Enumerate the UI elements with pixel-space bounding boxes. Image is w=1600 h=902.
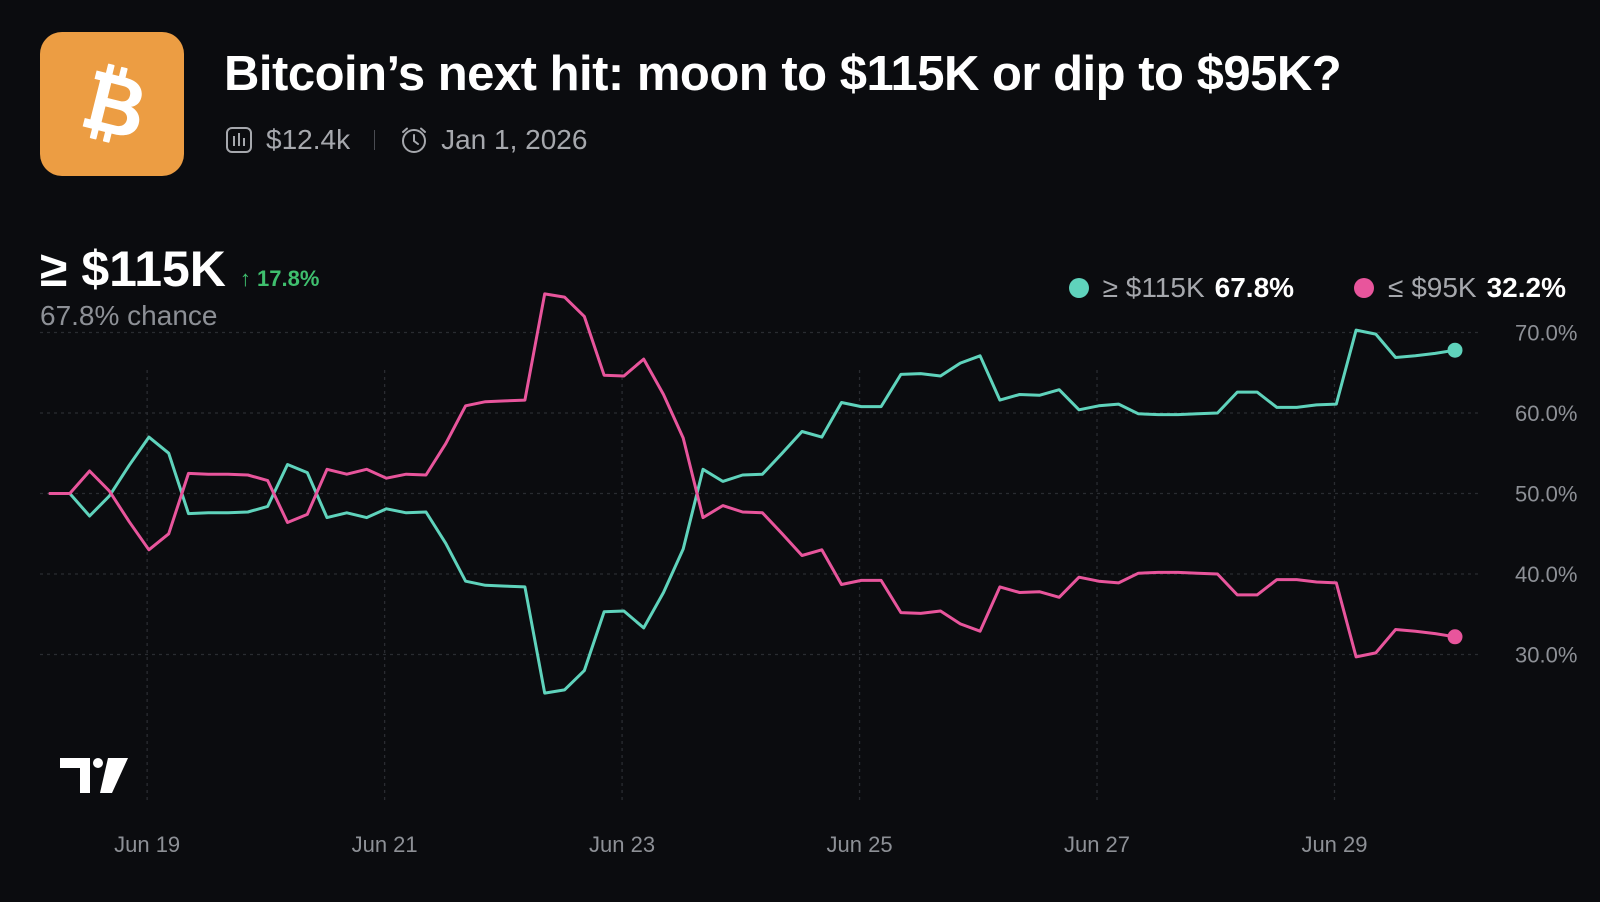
legend-value-below: 32.2% — [1486, 272, 1566, 303]
chance-text: 67.8% chance — [40, 300, 218, 331]
meta-divider — [374, 130, 376, 150]
legend-item-above[interactable]: ≥ $115K 67.8% — [1068, 272, 1295, 304]
chart-legend: ≥ $115K 67.8% ≤ $95K 32.2% — [1068, 272, 1566, 304]
legend-dot-below — [1354, 278, 1375, 298]
series-end-marker[interactable] — [1447, 342, 1463, 358]
x-tick-label: Jun 27 — [1064, 832, 1130, 857]
leading-outcome: ≥ $115K ↑ 17.8% — [40, 240, 319, 298]
bitcoin-logo — [40, 32, 184, 176]
legend-label-above: ≥ $115K — [1102, 272, 1205, 303]
leading-outcome-label: ≥ $115K — [40, 241, 226, 297]
volume-value: $12.4k — [266, 124, 351, 155]
y-tick-label: 50.0% — [1515, 482, 1577, 507]
x-tick-label: Jun 21 — [352, 832, 418, 857]
y-tick-label: 30.0% — [1515, 643, 1577, 668]
x-tick-label: Jun 19 — [114, 832, 180, 857]
legend-value-above: 67.8% — [1214, 272, 1295, 303]
y-tick-label: 40.0% — [1515, 562, 1577, 587]
x-tick-label: Jun 23 — [589, 832, 655, 857]
tradingview-icon — [60, 758, 128, 793]
series-end-marker[interactable] — [1447, 629, 1463, 645]
bitcoin-icon — [82, 63, 142, 143]
end-date: Jan 1, 2026 — [441, 124, 588, 155]
volume-chart-icon — [226, 127, 252, 153]
legend-label-below: ≤ $95K — [1388, 272, 1477, 303]
market-meta: $12.4k Jan 1, 2026 — [224, 124, 587, 156]
y-tick-label: 60.0% — [1515, 401, 1577, 426]
legend-dot-above — [1068, 278, 1089, 298]
x-tick-label: Jun 29 — [1301, 832, 1367, 857]
y-tick-label: 70.0% — [1515, 321, 1577, 346]
clock-icon — [402, 127, 427, 153]
series-line-above[interactable] — [48, 328, 1457, 695]
change-badge: ↑ 17.8% — [239, 266, 320, 291]
series-line-below[interactable] — [48, 292, 1457, 659]
legend-item-below[interactable]: ≤ $95K 32.2% — [1354, 272, 1566, 304]
market-title: Bitcoin’s next hit: moon to $115K or dip… — [224, 47, 1342, 101]
x-tick-label: Jun 25 — [827, 832, 893, 857]
